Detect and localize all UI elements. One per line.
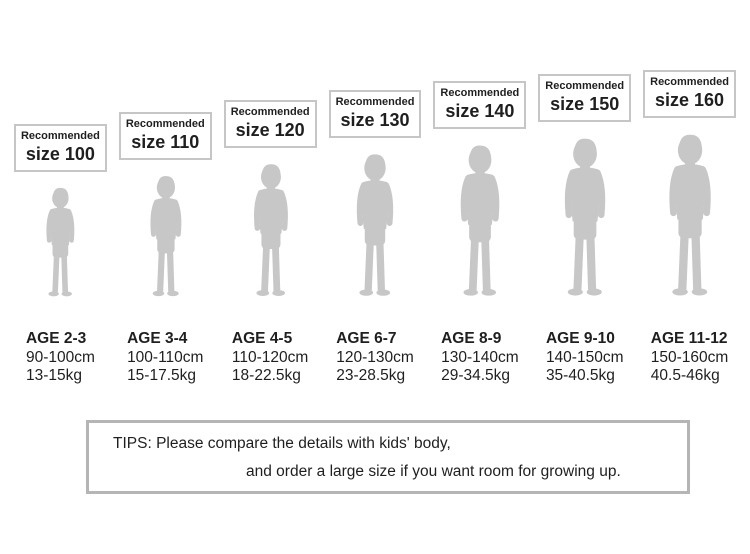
figure-stack: Recommended size 110 [118,70,212,298]
height-range-label: 130-140cm [441,348,519,366]
weight-range-label: 40.5-46kg [650,367,720,384]
size-info: AGE 9-10 140-150cm 35-40.5kg [546,330,624,386]
recommended-label: Recommended [545,80,625,92]
size-label: size 120 [235,120,305,140]
size-column: Recommended size 110 AGE 3-4 100-110cm 1… [113,70,218,386]
size-label: size 140 [445,101,515,121]
recommended-label: Recommended [650,76,729,88]
size-label: size 110 [131,132,200,152]
child-silhouette-icon [547,136,622,298]
figure-stack: Recommended size 160 [643,70,736,298]
tips-line-2: and order a large size if you want room … [246,463,621,480]
recommended-size-box: Recommended size 150 [538,74,632,122]
weight-range-label: 35-40.5kg [545,367,615,384]
recommended-label: Recommended [440,87,520,99]
child-silhouette-icon [444,143,515,298]
weight-range-label: 23-28.5kg [336,367,406,384]
child-silhouette-icon [34,186,86,298]
recommended-size-box: Recommended size 100 [13,124,107,172]
size-columns: Recommended size 100 AGE 2-3 90-100cm 13… [8,70,742,386]
figure-stack: Recommended size 150 [538,70,632,298]
height-range-label: 110-120cm [231,348,309,366]
recommended-size-box: Recommended size 140 [433,81,527,129]
age-range-label: AGE 11-12 [650,330,728,347]
height-range-label: 90-100cm [25,348,95,366]
weight-range-label: 29-34.5kg [441,367,511,384]
age-range-label: AGE 4-5 [231,330,293,347]
size-label: size 130 [340,110,410,130]
size-label: size 150 [550,94,620,114]
size-label: size 100 [25,144,95,164]
figure-stack: Recommended size 130 [328,70,422,298]
child-silhouette-icon [137,174,194,298]
height-range-label: 120-130cm [336,348,414,366]
size-info: AGE 8-9 130-140cm 29-34.5kg [441,330,519,386]
size-column: Recommended size 140 AGE 8-9 130-140cm 2… [427,70,532,386]
recommended-size-box: Recommended size 160 [643,70,736,118]
tips-box: TIPS: Please compare the details with ki… [86,420,690,494]
size-column: Recommended size 160 AGE 11-12 150-160cm… [637,70,742,386]
size-info: AGE 6-7 120-130cm 23-28.5kg [336,330,414,386]
size-column: Recommended size 120 AGE 4-5 110-120cm 1… [218,70,323,386]
recommended-size-box: Recommended size 130 [328,90,422,138]
age-range-label: AGE 6-7 [336,330,397,347]
size-column: Recommended size 100 AGE 2-3 90-100cm 13… [8,70,113,386]
size-label: size 160 [655,90,725,110]
age-range-label: AGE 3-4 [127,330,188,347]
age-range-label: AGE 8-9 [441,330,502,347]
weight-range-label: 13-15kg [25,367,82,384]
child-silhouette-icon [651,132,728,298]
height-range-label: 100-110cm [127,348,204,366]
size-column: Recommended size 130 AGE 6-7 120-130cm 2… [323,70,428,386]
height-range-label: 140-150cm [545,348,624,366]
size-info: AGE 4-5 110-120cm 18-22.5kg [232,330,308,386]
recommended-label: Recommended [20,130,100,142]
figure-stack: Recommended size 100 [13,70,107,298]
figure-stack: Recommended size 120 [223,70,317,298]
size-column: Recommended size 150 AGE 9-10 140-150cm … [532,70,637,386]
recommended-size-box: Recommended size 110 [118,112,212,160]
recommended-label: Recommended [230,106,310,118]
figure-stack: Recommended size 140 [433,70,527,298]
tips-line-1: TIPS: Please compare the details with ki… [113,435,451,452]
size-info: AGE 3-4 100-110cm 15-17.5kg [127,330,203,386]
child-silhouette-icon [341,152,408,298]
age-range-label: AGE 9-10 [545,330,615,347]
size-info: AGE 11-12 150-160cm 40.5-46kg [651,330,729,386]
age-range-label: AGE 2-3 [25,330,87,347]
size-info: AGE 2-3 90-100cm 13-15kg [26,330,95,386]
recommended-label: Recommended [335,96,415,108]
child-silhouette-icon [239,162,302,298]
recommended-size-box: Recommended size 120 [223,100,317,148]
weight-range-label: 15-17.5kg [127,367,197,384]
recommended-label: Recommended [125,118,205,130]
height-range-label: 150-160cm [650,348,729,366]
weight-range-label: 18-22.5kg [231,367,301,384]
